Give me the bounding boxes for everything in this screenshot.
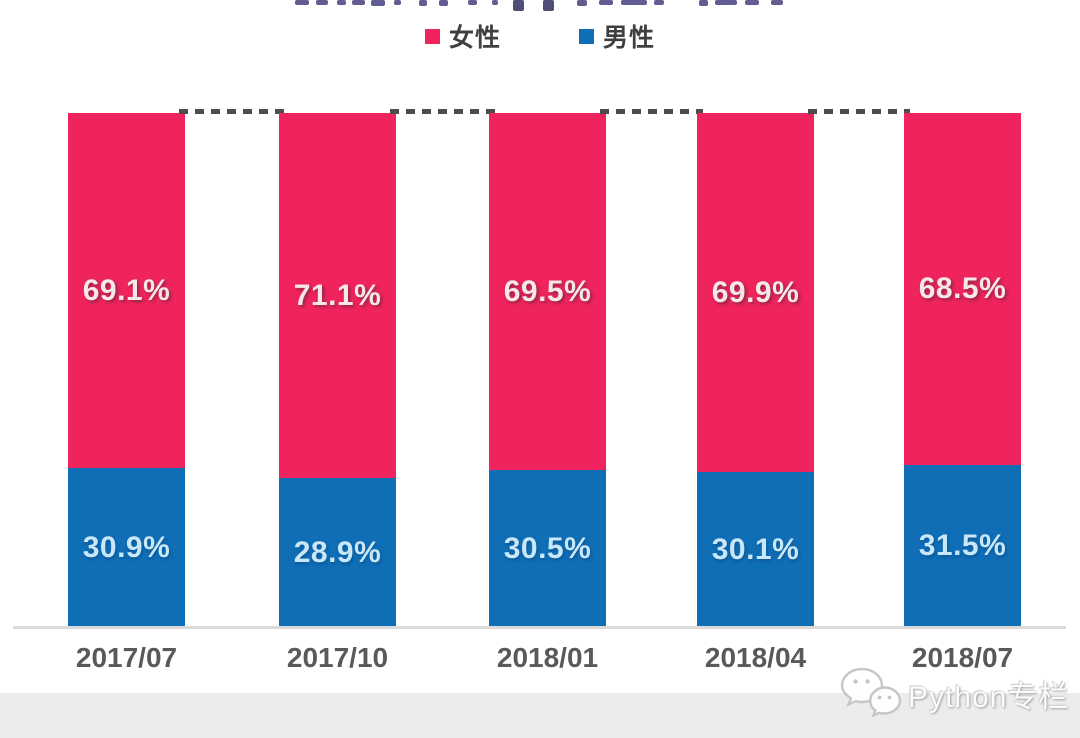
x-axis-label: 2018/01 — [496, 642, 599, 673]
watermark-text: Python专栏 — [908, 681, 1070, 714]
female-value-label: 69.1% — [82, 273, 171, 307]
legend-label-female: 女性 — [448, 24, 501, 52]
male-bar-segment: 28.9% — [279, 478, 396, 627]
dashed-100pct-line — [600, 109, 703, 114]
legend-label-male: 男性 — [603, 24, 656, 52]
female-bar-segment: 69.9% — [697, 113, 814, 472]
male-bar-segment: 30.1% — [697, 472, 814, 627]
x-axis-label: 2017/07 — [75, 642, 178, 673]
x-axis-label: 2017/10 — [286, 642, 389, 673]
legend-item-female: 女性 — [424, 18, 501, 54]
x-axis-label: 2018/07 — [911, 642, 1014, 673]
legend-item-male: 男性 — [579, 18, 655, 54]
wechat-icon — [840, 667, 902, 718]
stacked-bar: 69.1% 30.9% — [68, 113, 185, 627]
female-bar-segment: 69.5% — [489, 113, 606, 470]
male-value-label: 30.9% — [82, 530, 171, 564]
male-value-label: 30.5% — [503, 531, 592, 565]
dashed-100pct-line — [390, 109, 495, 114]
female-swatch-icon — [424, 28, 440, 44]
male-bar-segment: 30.9% — [68, 468, 185, 627]
male-bar-segment: 30.5% — [489, 470, 606, 627]
dashed-100pct-line — [179, 109, 285, 114]
x-axis-label: 2018/04 — [704, 642, 807, 673]
female-value-label: 71.1% — [293, 278, 382, 312]
cropped-title-fragments — [0, 0, 1080, 14]
female-value-label: 68.5% — [918, 272, 1007, 305]
male-value-label: 30.1% — [711, 532, 800, 566]
watermark: Python专栏 — [838, 658, 1069, 720]
male-value-label: 28.9% — [293, 535, 382, 569]
female-bar-segment: 68.5% — [904, 113, 1021, 465]
stacked-bar: 69.9% 30.1% — [697, 113, 814, 627]
x-axis-baseline — [13, 626, 1066, 629]
stacked-bar: 71.1% 28.9% — [279, 113, 396, 627]
female-bar-segment: 69.1% — [68, 113, 185, 468]
male-bar-segment: 31.5% — [904, 465, 1021, 627]
female-bar-segment: 71.1% — [279, 113, 396, 478]
chart-legend: 女性 男性 — [0, 18, 1080, 54]
stacked-bar: 68.5% 31.5% — [904, 113, 1021, 627]
male-swatch-icon — [579, 28, 594, 44]
female-value-label: 69.5% — [503, 274, 592, 308]
female-value-label: 69.9% — [711, 275, 800, 309]
stacked-bar: 69.5% 30.5% — [489, 113, 606, 627]
dashed-100pct-line — [808, 109, 910, 114]
male-value-label: 31.5% — [918, 529, 1007, 562]
